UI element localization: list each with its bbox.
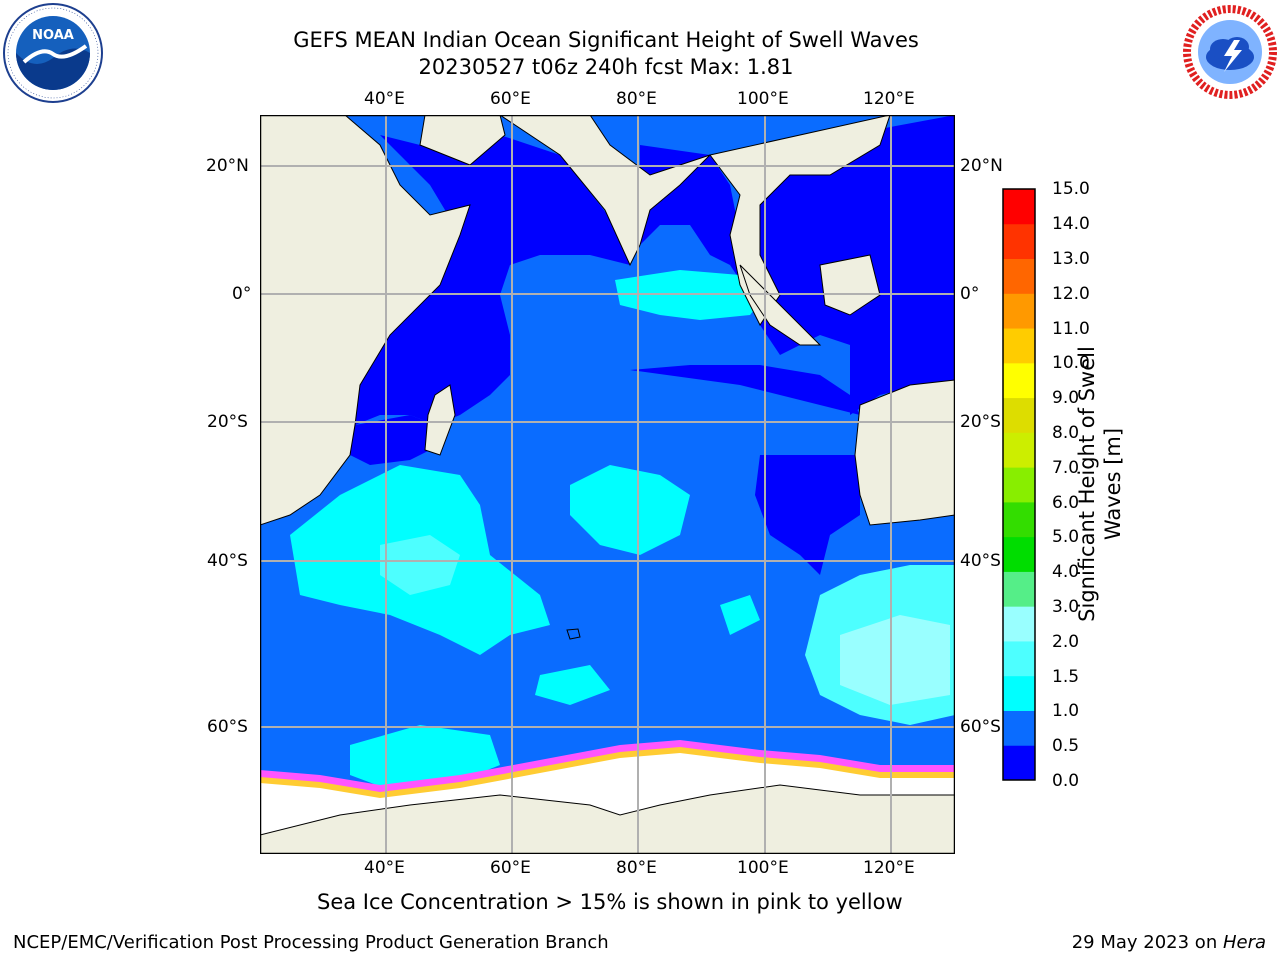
- map-title: GEFS MEAN Indian Ocean Significant Heigh…: [293, 28, 919, 52]
- colorbar-tick-0: 0.0: [1052, 771, 1080, 791]
- lon-label-top-40e: 40°E: [364, 89, 405, 109]
- colorbar-tick-4: 4.0: [1052, 562, 1080, 582]
- colorbar-tick-10: 10.0: [1052, 353, 1090, 373]
- lat-label-left-40s: 40°S: [207, 551, 248, 571]
- sea-ice-caption: Sea Ice Concentration > 15% is shown in …: [317, 890, 903, 914]
- footer-host: Hera: [1222, 932, 1266, 953]
- central-band-low-swell: [630, 365, 860, 415]
- southeast-cyan-core: [840, 615, 950, 705]
- kerguelen-outline: [566, 628, 581, 640]
- colorbar-tick-14: 14.0: [1052, 214, 1090, 234]
- lat-label-left-0: 0°: [232, 284, 252, 304]
- arabia-land: [419, 115, 506, 166]
- footer-producer: NCEP/EMC/Verification Post Processing Pr…: [13, 932, 609, 953]
- nws-logo: [1183, 5, 1277, 99]
- lon-label-bottom-80e: 80°E: [616, 858, 657, 878]
- colorbar-label-line2: Waves [m]: [1101, 427, 1125, 541]
- colorbar-bin-7: [1003, 432, 1035, 468]
- lon-label-bottom-40e: 40°E: [364, 858, 405, 878]
- colorbar-tick-6: 6.0: [1052, 493, 1080, 513]
- lat-label-right-20n: 20°N: [960, 156, 1003, 176]
- noaa-logo: NOAA: [3, 3, 103, 103]
- colorbar-bin-6: [1003, 467, 1035, 503]
- colorbar-bin-12: [1003, 258, 1035, 294]
- borneo-land: [819, 254, 881, 316]
- lon-label-top-80e: 80°E: [616, 89, 657, 109]
- colorbar-bin-4: [1003, 536, 1035, 572]
- colorbar: [1002, 188, 1036, 781]
- colorbar-tick-1: 1.0: [1052, 701, 1080, 721]
- colorbar-bin-1-5: [1003, 640, 1035, 677]
- colorbar-bin-1: [1003, 675, 1035, 711]
- colorbar-tick-15: 15.0: [1052, 179, 1090, 199]
- lon-label-bottom-60e: 60°E: [490, 858, 531, 878]
- colorbar-bin-10: [1003, 328, 1035, 364]
- colorbar-tick-12: 12.0: [1052, 284, 1090, 304]
- colorbar-bin-2: [1003, 606, 1035, 642]
- india-land: [499, 115, 711, 267]
- colorbar-bin-14: [1003, 189, 1035, 225]
- lat-label-right-40s: 40°S: [960, 551, 1001, 571]
- australia-land: [854, 379, 955, 526]
- map-border: [260, 115, 955, 854]
- southeast-asia-land: [709, 115, 891, 326]
- lon-label-top-100e: 100°E: [737, 89, 789, 109]
- lat-label-left-60s: 60°S: [207, 717, 248, 737]
- graticule: [260, 115, 955, 854]
- colorbar-tick-5: 5.0: [1052, 527, 1080, 547]
- lat-label-right-0: 0°: [960, 284, 980, 304]
- footer-timestamp: 29 May 2023 on Hera: [1072, 932, 1266, 953]
- southwest-light-cyan: [380, 535, 460, 595]
- colorbar-tick-11: 11.0: [1052, 319, 1090, 339]
- colorbar-tick-2: 2.0: [1052, 632, 1080, 652]
- colorbar-bin-0-5: [1003, 710, 1035, 746]
- colorbar-tick-13: 13.0: [1052, 249, 1090, 269]
- colorbar-tick-1-5: 1.5: [1052, 667, 1080, 687]
- small-cyan-patch-1: [535, 665, 610, 705]
- colorbar-bin-5: [1003, 501, 1035, 538]
- colorbar-tick-7: 7.0: [1052, 458, 1080, 478]
- footer-date: 29 May 2023 on: [1071, 932, 1223, 953]
- lat-label-right-60s: 60°S: [960, 717, 1001, 737]
- colorbar-bin-13: [1003, 223, 1035, 260]
- map-panel: [260, 115, 955, 854]
- madagascar-land: [424, 384, 456, 456]
- lat-label-left-20n: 20°N: [206, 156, 249, 176]
- central-cyan-patch: [570, 465, 690, 555]
- colorbar-bin-8: [1003, 397, 1035, 433]
- colorbar-bin-11: [1003, 293, 1035, 329]
- colorbar-label-line1: Significant Height of Swell: [1075, 346, 1099, 622]
- antarctica-land: [260, 784, 955, 854]
- colorbar-bin-0: [1003, 745, 1035, 781]
- lon-label-top-120e: 120°E: [863, 89, 915, 109]
- mozambique-channel-low-swell: [350, 415, 440, 465]
- colorbar-tick-9: 9.0: [1052, 388, 1080, 408]
- colorbar-tick-8: 8.0: [1052, 423, 1080, 443]
- lon-label-bottom-120e: 120°E: [863, 858, 915, 878]
- arabian-sea-low-swell: [355, 135, 630, 425]
- lat-label-right-20s: 20°S: [960, 412, 1001, 432]
- colorbar-bin-9: [1003, 362, 1035, 399]
- colorbar-tick-0-5: 0.5: [1052, 736, 1080, 756]
- antarctic-cyan-patch: [350, 725, 500, 790]
- lon-label-top-60e: 60°E: [490, 89, 531, 109]
- map-subtitle: 20230527 t06z 240h fcst Max: 1.81: [418, 55, 794, 79]
- noaa-logo-text: NOAA: [32, 28, 74, 43]
- lon-label-bottom-100e: 100°E: [737, 858, 789, 878]
- colorbar-tick-3: 3.0: [1052, 597, 1080, 617]
- lat-label-left-20s: 20°S: [207, 412, 248, 432]
- small-cyan-patch-2: [720, 595, 760, 635]
- australia-west-low-swell: [755, 455, 860, 575]
- colorbar-bin-3: [1003, 571, 1035, 607]
